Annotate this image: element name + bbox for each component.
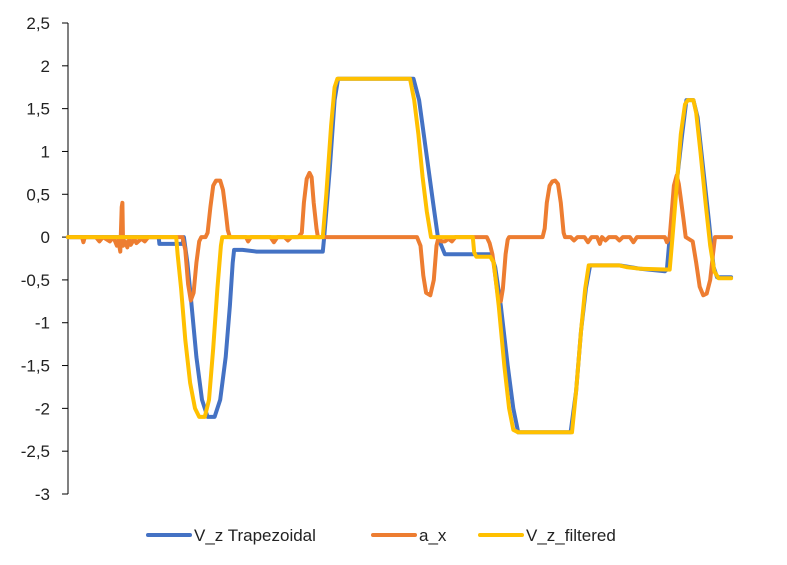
legend-label: V_z Trapezoidal: [194, 526, 316, 545]
y-tick-label: -0,5: [21, 271, 50, 290]
series-lines: [66, 76, 734, 435]
y-axis: 2,5 2 1,5 1 0,5 0 -0,5 -1 -1,5 -2 -2,5 -3: [21, 14, 69, 504]
y-tick-label: -1: [35, 314, 50, 333]
y-tick-label: 1: [41, 142, 50, 161]
series-line-1: [66, 76, 734, 435]
legend: V_z Trapezoidal a_x V_z_filtered: [146, 526, 616, 545]
y-tick-label: -2: [35, 399, 50, 418]
y-tick-label: -2,5: [21, 442, 50, 461]
y-tick-label: -3: [35, 485, 50, 504]
legend-label: V_z_filtered: [526, 526, 616, 545]
legend-label: a_x: [419, 526, 447, 545]
y-tick-label: -1,5: [21, 357, 50, 376]
y-tick-label: 2: [41, 57, 50, 76]
y-tick-label: 0,5: [26, 185, 50, 204]
y-tick-label: 2,5: [26, 14, 50, 33]
series-line-3: [66, 76, 734, 435]
y-tick-label: 0: [41, 228, 50, 247]
y-tick-label: 1,5: [26, 100, 50, 119]
series-line-2: [66, 170, 734, 304]
